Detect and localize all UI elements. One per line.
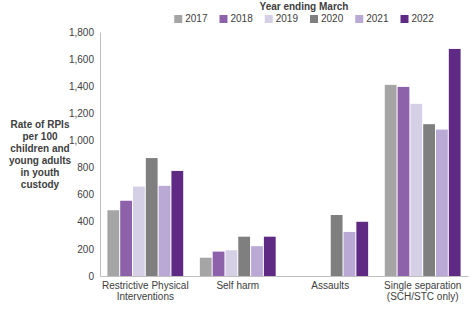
legend-swatch [220,15,228,23]
y-tick: 1,800 [69,27,100,38]
x-tick: Restrictive PhysicalInterventions [102,276,189,302]
legend-label: 2022 [412,13,435,24]
y-tick: 0 [88,271,100,282]
legend-swatch [174,15,182,23]
y-tick-label: 200 [77,244,94,255]
bar [213,252,225,276]
y-axis: 0 200 400 600 800 1,000 1,200 1,400 1,600 1,800 [69,27,101,282]
legend-item: 2022 [401,13,435,24]
bar [171,171,183,276]
legend: 2017 2018 2019 2020 2021 2022 [174,13,434,24]
x-tick-label: Self harm [216,280,259,291]
x-tick: Single separation(SCH/STC only) [384,276,461,302]
y-tick-label: 1,200 [69,108,94,119]
bar [449,49,461,276]
chart: 0 200 400 600 800 1,000 1,200 1,400 1,600 1,800 Re… [0,0,474,316]
legend-swatch [355,15,363,23]
bar [264,237,276,276]
bars [107,49,460,276]
legend-item: 2019 [265,13,299,24]
legend-swatch [310,15,318,23]
y-tick: 200 [77,244,100,255]
bar [410,104,422,276]
x-axis: Restrictive PhysicalInterventions Self ha… [101,276,469,302]
bar [159,186,171,276]
y-tick-label: 600 [77,189,94,200]
y-tick: 800 [77,162,100,173]
bar [385,85,397,276]
title: Year ending March [260,1,349,12]
legend-label: 2019 [276,13,299,24]
legend-item: 2020 [310,13,344,24]
y-tick-label: 0 [88,271,94,282]
bar [356,222,368,276]
bar [344,232,356,276]
x-tick-label: Restrictive PhysicalInterventions [102,280,189,302]
legend-item: 2021 [355,13,389,24]
x-tick: Self harm [216,276,259,291]
legend-item: 2018 [220,13,254,24]
legend-swatch [265,15,273,23]
x-tick-label: Single separation(SCH/STC only) [384,280,461,302]
legend-label: 2020 [321,13,344,24]
y-axis-line [100,33,101,277]
x-tick-label: Assaults [311,280,349,291]
bar [436,130,448,276]
y-tick: 400 [77,216,100,227]
bar [398,87,410,276]
y-tick: 1,200 [69,108,100,119]
y-axis-title: Rate of RPIsper 100children andyoung adu… [9,119,72,190]
bar [107,210,119,276]
x-tick: Assaults [311,276,349,291]
bar [146,158,158,276]
bar [133,187,145,276]
y-tick-label: 1,000 [69,135,94,146]
bar [120,201,132,276]
bar [225,250,237,276]
bar [331,215,343,276]
bar [238,237,250,276]
x-axis-line [101,276,469,277]
y-tick: 1,000 [69,135,100,146]
y-tick: 1,400 [69,81,100,92]
bar [251,246,263,276]
legend-label: 2021 [366,13,389,24]
legend-label: 2017 [185,13,208,24]
y-tick: 600 [77,189,100,200]
legend-item: 2017 [174,13,208,24]
y-tick-label: 400 [77,216,94,227]
legend-label: 2018 [231,13,254,24]
legend-swatch [401,15,409,23]
y-tick: 1,600 [69,54,100,65]
y-tick-label: 800 [77,162,94,173]
y-tick-label: 1,600 [69,54,94,65]
y-tick-label: 1,400 [69,81,94,92]
bar [200,258,212,276]
y-tick-label: 1,800 [69,27,94,38]
bar [423,124,435,276]
